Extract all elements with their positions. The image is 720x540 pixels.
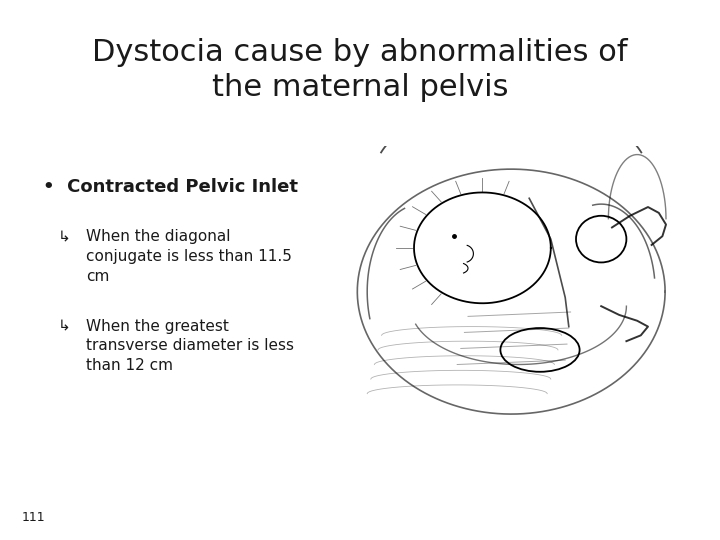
- Text: 111: 111: [22, 511, 45, 524]
- Text: When the diagonal
conjugate is less than 11.5
cm: When the diagonal conjugate is less than…: [86, 230, 292, 284]
- Text: •  Contracted Pelvic Inlet: • Contracted Pelvic Inlet: [43, 178, 298, 196]
- Text: ↳: ↳: [58, 319, 71, 334]
- Text: When the greatest
transverse diameter is less
than 12 cm: When the greatest transverse diameter is…: [86, 319, 294, 373]
- Text: Dystocia cause by abnormalities of
the maternal pelvis: Dystocia cause by abnormalities of the m…: [92, 38, 628, 102]
- Text: ↳: ↳: [58, 230, 71, 245]
